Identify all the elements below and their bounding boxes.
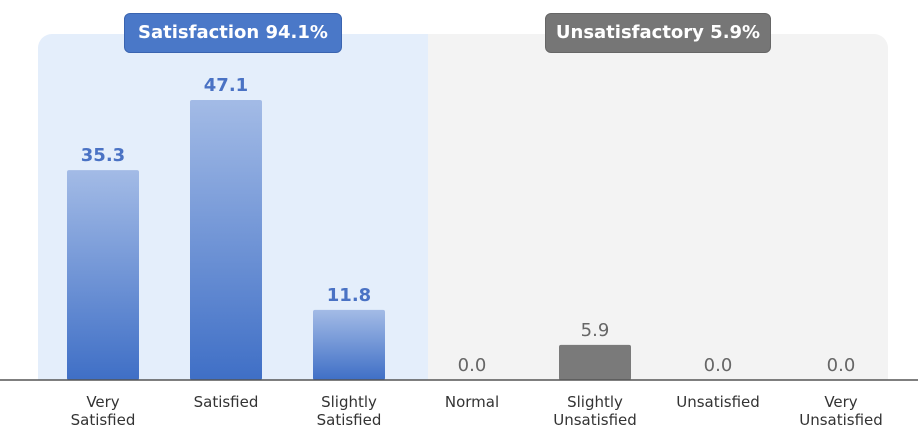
bar-value-label: 5.9 — [581, 320, 610, 341]
x-tick-label: Slightly Satisfied — [316, 393, 382, 429]
x-tick-label: Normal — [444, 393, 500, 411]
x-tick-label: Unsatisfied — [676, 393, 760, 411]
bar-value-label: 0.0 — [458, 355, 487, 376]
bar-4 — [559, 344, 631, 380]
x-tick-label: Very Unsatisfied — [799, 393, 883, 429]
x-tick-label: Satisfied — [193, 393, 259, 411]
bar-value-label: 0.0 — [704, 355, 733, 376]
bar-value-label: 35.3 — [81, 145, 125, 166]
x-tick-label: Slightly Unsatisfied — [553, 393, 637, 429]
bar-value-label: 0.0 — [827, 355, 856, 376]
bar-value-label: 47.1 — [204, 75, 248, 96]
satisfaction-badge: Satisfaction 94.1% — [124, 13, 342, 53]
bar-value-label: 11.8 — [327, 285, 371, 306]
bar-2 — [313, 309, 385, 380]
unsatisfactory-panel — [428, 34, 888, 380]
bar-0 — [67, 170, 139, 380]
bar-1 — [190, 100, 262, 380]
unsatisfactory-badge: Unsatisfactory 5.9% — [545, 13, 771, 53]
x-tick-label: Very Satisfied — [70, 393, 136, 429]
